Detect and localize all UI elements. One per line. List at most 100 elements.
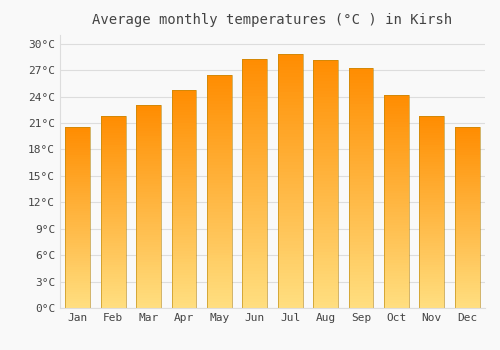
Bar — [278, 279, 302, 283]
Bar — [384, 273, 409, 276]
Bar — [455, 213, 479, 216]
Bar — [66, 306, 90, 308]
Bar — [348, 248, 374, 251]
Bar — [172, 99, 196, 101]
Bar — [278, 108, 302, 111]
Bar — [455, 270, 479, 272]
Bar — [348, 83, 374, 86]
Bar — [348, 200, 374, 203]
Bar — [242, 171, 267, 174]
Bar — [242, 305, 267, 308]
Bar — [278, 254, 302, 257]
Bar — [207, 168, 232, 171]
Bar — [278, 105, 302, 108]
Bar — [66, 155, 90, 157]
Bar — [455, 152, 479, 155]
Bar — [242, 243, 267, 246]
Bar — [172, 294, 196, 297]
Bar — [100, 267, 126, 270]
Bar — [313, 286, 338, 289]
Bar — [420, 219, 444, 222]
Bar — [66, 224, 90, 227]
Bar — [420, 250, 444, 253]
Bar — [455, 143, 479, 146]
Bar — [136, 222, 161, 224]
Bar — [100, 299, 126, 301]
Bar — [66, 173, 90, 175]
Bar — [172, 177, 196, 180]
Bar — [313, 293, 338, 296]
Bar — [136, 105, 161, 108]
Bar — [242, 152, 267, 155]
Bar — [172, 208, 196, 210]
Bar — [207, 273, 232, 276]
Bar — [242, 289, 267, 292]
Bar — [66, 209, 90, 211]
Bar — [136, 285, 161, 288]
Bar — [172, 256, 196, 259]
Bar — [172, 131, 196, 134]
Bar — [172, 218, 196, 221]
Bar — [278, 260, 302, 264]
Bar — [348, 302, 374, 305]
Bar — [100, 188, 126, 190]
Bar — [136, 202, 161, 204]
Bar — [136, 169, 161, 171]
Bar — [207, 165, 232, 168]
Bar — [172, 93, 196, 96]
Bar — [348, 269, 374, 272]
Bar — [420, 140, 444, 142]
Bar — [242, 77, 267, 80]
Bar — [278, 96, 302, 99]
Bar — [420, 260, 444, 262]
Bar — [172, 234, 196, 237]
Bar — [278, 210, 302, 213]
Bar — [100, 178, 126, 181]
Bar — [136, 121, 161, 123]
Bar — [455, 132, 479, 134]
Bar — [348, 89, 374, 92]
Bar — [313, 144, 338, 147]
Bar — [420, 121, 444, 123]
Bar — [313, 261, 338, 265]
Bar — [207, 80, 232, 83]
Bar — [207, 290, 232, 293]
Bar — [136, 126, 161, 128]
Bar — [242, 99, 267, 103]
Bar — [313, 258, 338, 261]
Bar — [100, 289, 126, 291]
Bar — [455, 220, 479, 222]
Bar — [278, 61, 302, 64]
Bar — [207, 203, 232, 206]
Bar — [348, 69, 374, 308]
Bar — [207, 200, 232, 203]
Bar — [384, 223, 409, 225]
Bar — [100, 274, 126, 277]
Bar — [420, 224, 444, 226]
Bar — [455, 134, 479, 136]
Bar — [207, 177, 232, 180]
Bar — [278, 299, 302, 302]
Bar — [384, 300, 409, 303]
Bar — [348, 218, 374, 221]
Bar — [66, 231, 90, 233]
Bar — [455, 177, 479, 179]
Bar — [313, 202, 338, 205]
Bar — [136, 252, 161, 255]
Bar — [455, 157, 479, 159]
Bar — [100, 147, 126, 149]
Bar — [242, 136, 267, 140]
Bar — [136, 265, 161, 267]
Bar — [420, 226, 444, 229]
Bar — [420, 246, 444, 248]
Bar — [136, 108, 161, 111]
Bar — [455, 200, 479, 202]
Bar — [278, 216, 302, 219]
Bar — [278, 146, 302, 149]
Bar — [100, 183, 126, 186]
Bar — [278, 149, 302, 153]
Bar — [207, 267, 232, 270]
Bar — [313, 274, 338, 277]
Bar — [384, 100, 409, 103]
Bar — [313, 283, 338, 286]
